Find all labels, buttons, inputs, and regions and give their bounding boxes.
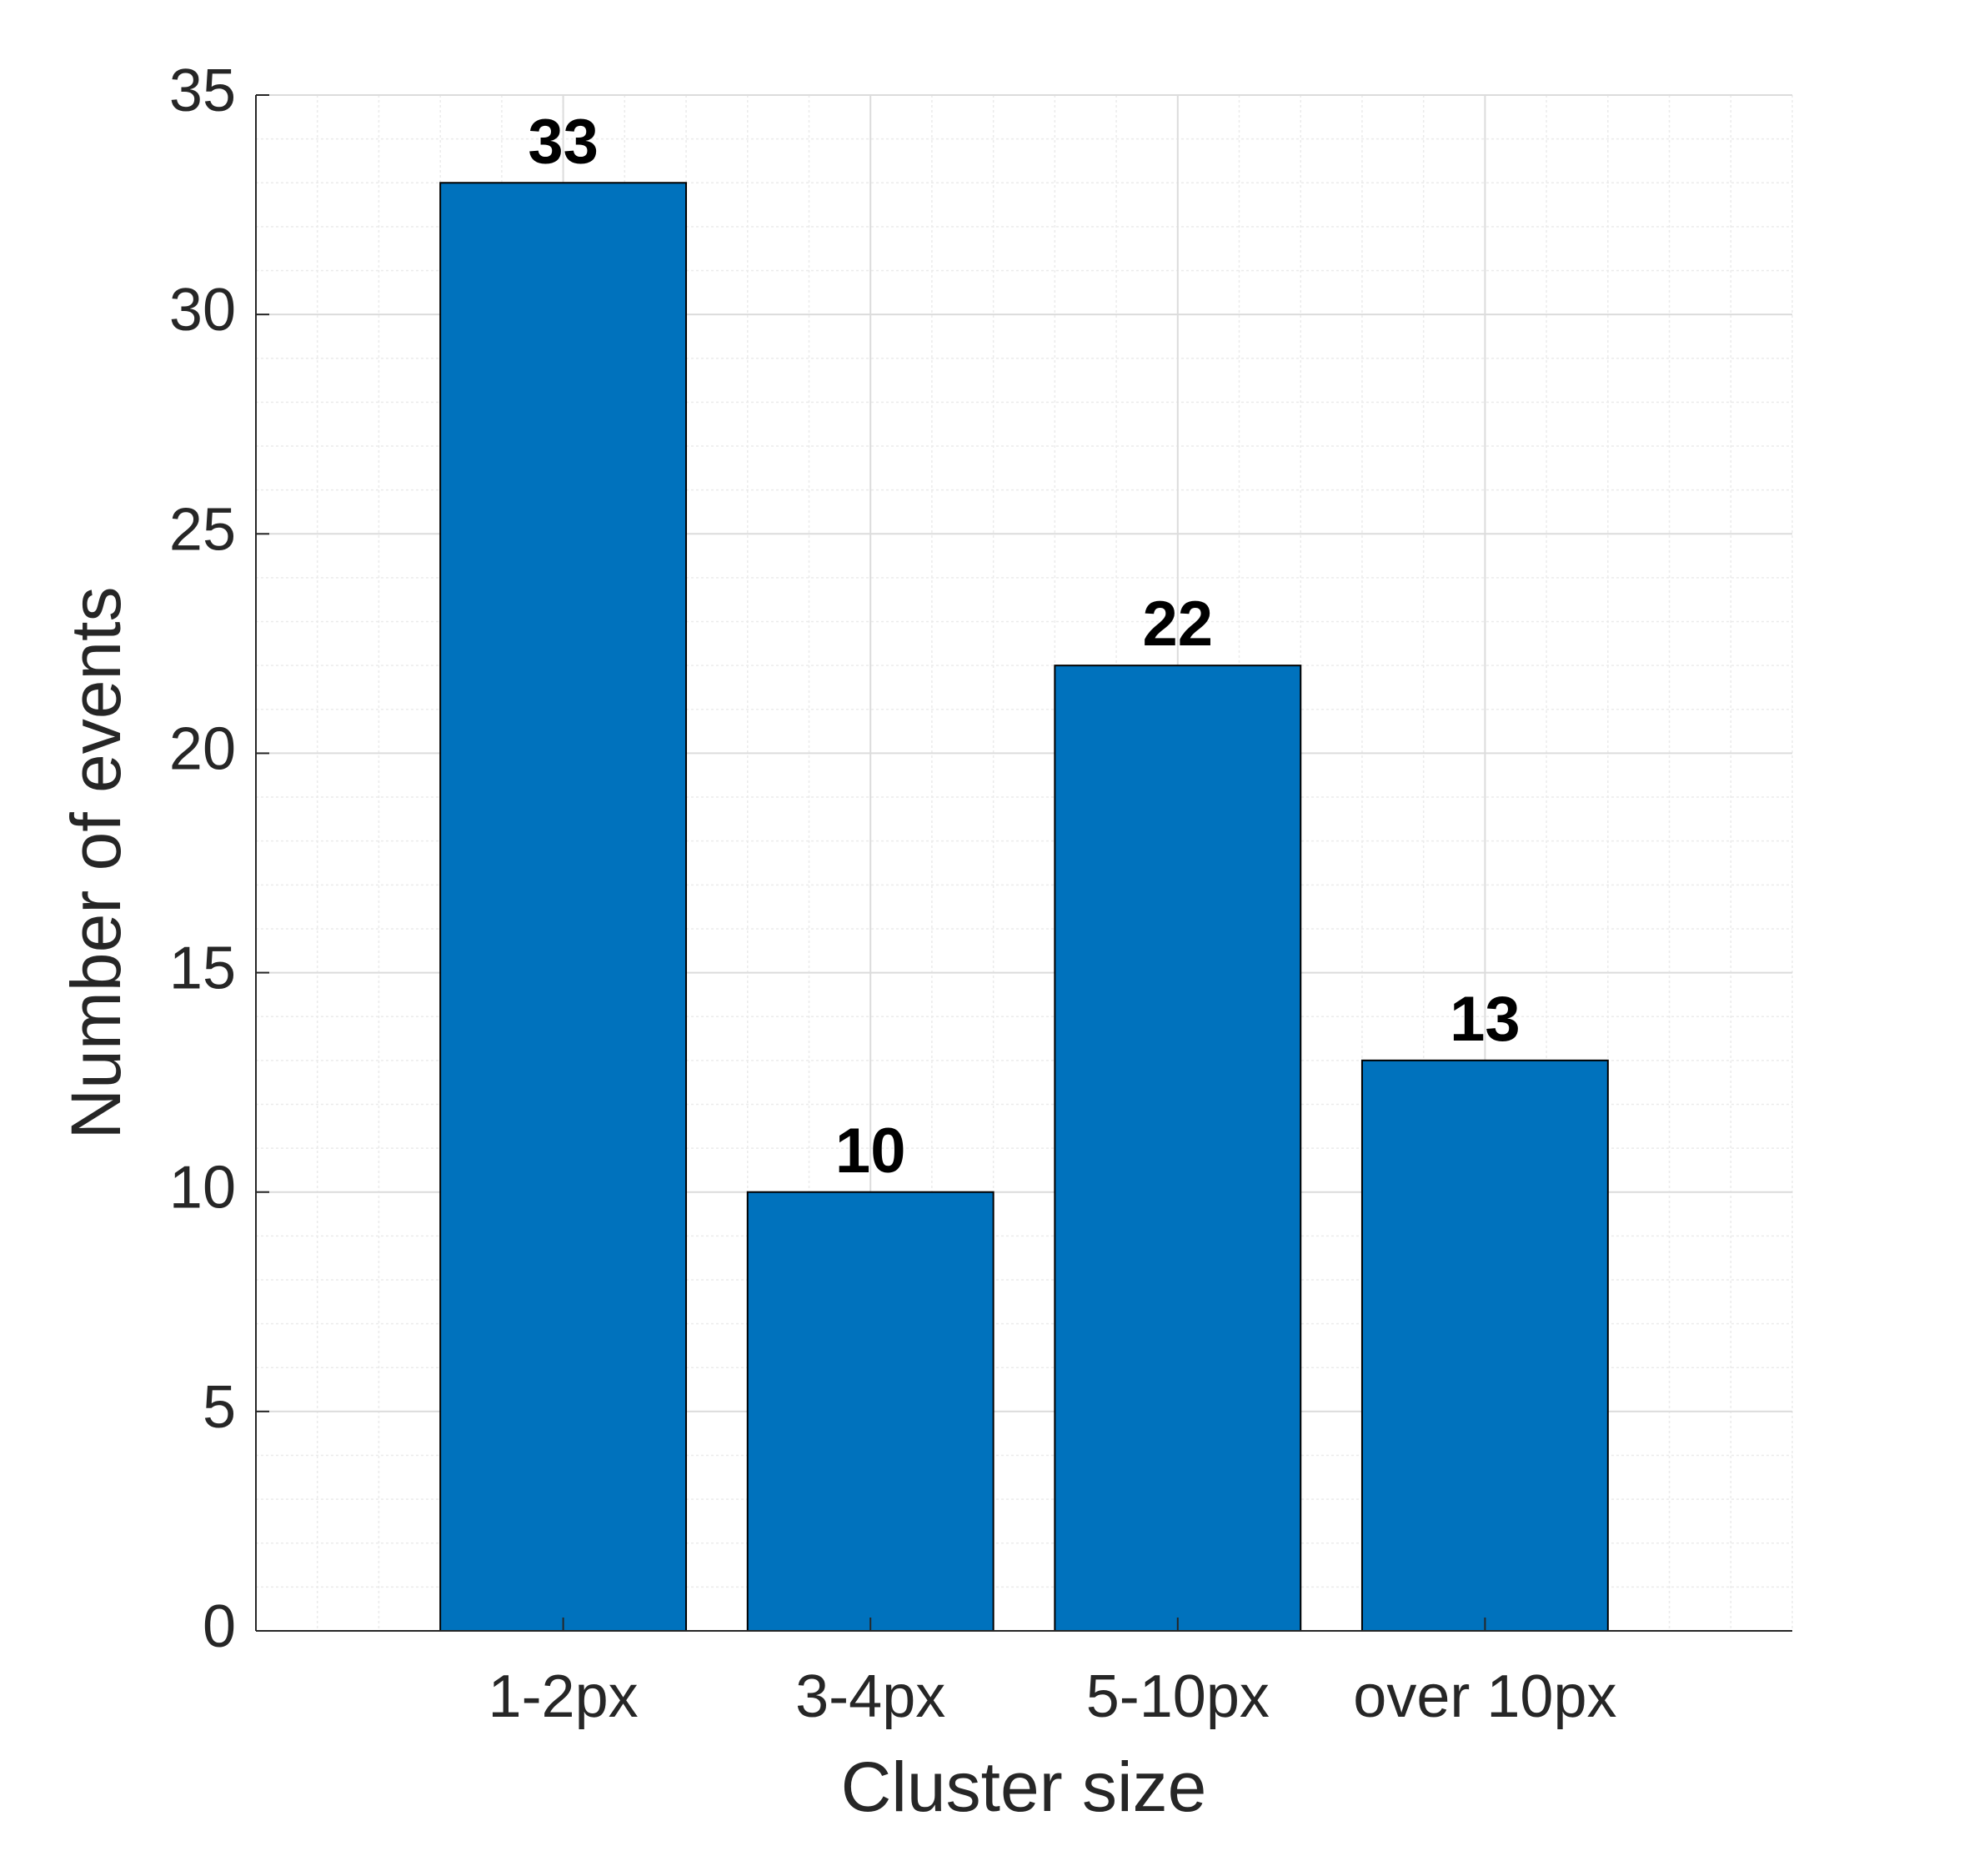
x-tick-label: 5-10px: [1086, 1663, 1270, 1730]
x-tick-label: 3-4px: [795, 1663, 945, 1730]
bar: [1054, 665, 1302, 1633]
bar: [439, 182, 688, 1632]
y-tick-label: 25: [169, 496, 236, 563]
value-label: 13: [1450, 984, 1521, 1055]
y-tick-label: 35: [169, 58, 236, 124]
x-tick-label: over 10px: [1353, 1663, 1616, 1730]
value-label: 10: [835, 1116, 906, 1186]
y-tick-label: 15: [169, 935, 236, 1002]
y-tick-label: 0: [203, 1593, 236, 1660]
value-label: 22: [1143, 589, 1214, 660]
y-tick-label: 10: [169, 1155, 236, 1221]
value-label: 33: [528, 106, 599, 177]
y-tick-label: 20: [169, 715, 236, 782]
x-tick-label: 1-2px: [488, 1663, 639, 1730]
x-axis-label: Cluster size: [841, 1748, 1207, 1826]
bar: [1360, 1059, 1609, 1633]
y-tick-label: 5: [203, 1374, 236, 1441]
y-axis-label: Number of events: [57, 587, 135, 1140]
bar: [746, 1191, 995, 1632]
y-tick-label: 30: [169, 277, 236, 344]
